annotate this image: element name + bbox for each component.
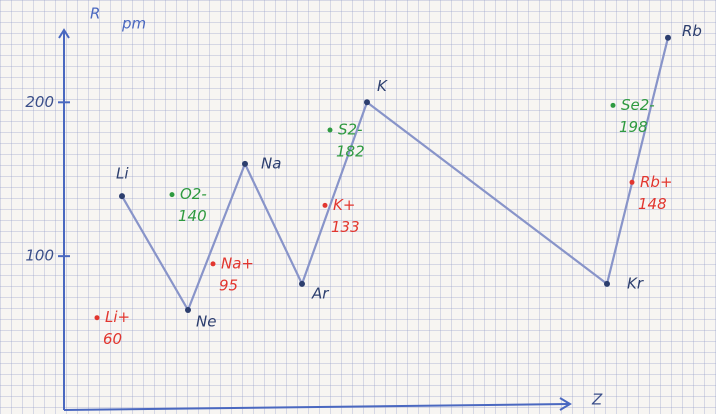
- ion-name: K+: [333, 196, 355, 214]
- atom-label: Li: [116, 165, 129, 183]
- x-axis-label: Z: [591, 391, 603, 409]
- ion-point: [211, 261, 216, 266]
- ion-point: [170, 192, 175, 197]
- ion-point: [328, 128, 333, 133]
- atom-label: Ne: [196, 313, 216, 331]
- radius-curve: [122, 38, 668, 310]
- chart: R pm Z 100 200 Li Ne Na Ar K Kr Rb Li+ 60 O2- 140 Na+…: [0, 0, 716, 414]
- ion-name: Na+: [221, 254, 254, 272]
- ion-point: [630, 180, 635, 185]
- ion-point: [323, 203, 328, 208]
- ion-radius: 133: [331, 218, 360, 236]
- atom-point: [119, 193, 125, 199]
- ion-name: O2-: [180, 185, 207, 203]
- atom-label: Rb: [682, 22, 702, 40]
- x-axis: [64, 404, 568, 410]
- y-axis-unit: pm: [121, 15, 146, 33]
- atom-point: [242, 161, 248, 167]
- ion-radius: 95: [219, 276, 238, 294]
- atom-label: Ar: [311, 284, 329, 302]
- ion-name: Se2-: [621, 96, 655, 114]
- y-tick-label: 200: [25, 93, 54, 111]
- ion-radius: 60: [103, 330, 122, 348]
- ion-radius: 198: [619, 118, 648, 136]
- atom-label: Kr: [627, 274, 644, 292]
- y-tick-label: 100: [25, 247, 54, 265]
- atom-point: [299, 281, 305, 287]
- ion-name: Li+: [105, 308, 130, 326]
- ion-radius: 148: [638, 195, 667, 213]
- ion-point: [611, 103, 616, 108]
- atom-point: [604, 281, 610, 287]
- ion-radius: 182: [336, 143, 365, 161]
- atom-label: Na: [261, 154, 281, 172]
- atom-point: [665, 35, 671, 41]
- graph-paper: R pm Z 100 200 Li Ne Na Ar K Kr Rb Li+ 60 O2- 140 Na+…: [0, 0, 716, 414]
- ion-radius: 140: [178, 207, 207, 225]
- atom-label: K: [377, 77, 388, 95]
- ion-name: S2-: [338, 121, 362, 139]
- atom-point: [185, 307, 191, 313]
- ion-point: [95, 315, 100, 320]
- y-axis-label: R: [90, 5, 100, 23]
- ion-name: Rb+: [640, 173, 673, 191]
- atom-point: [364, 99, 370, 105]
